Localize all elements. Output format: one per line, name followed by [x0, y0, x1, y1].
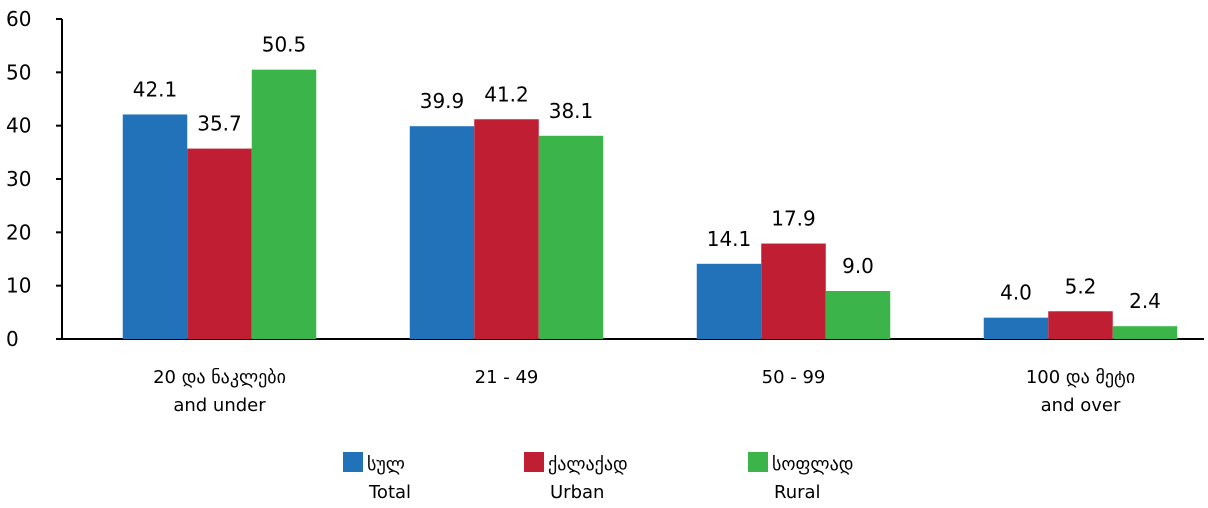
y-tick-label: 0 [6, 327, 19, 351]
bar [409, 126, 475, 339]
data-label: 2.4 [1129, 289, 1161, 313]
data-label: 35.7 [197, 112, 242, 136]
data-labels: 42.1 35.7 50.5 39.9 41.2 38.1 14.1 17.9 9.0 4.0 5.… [133, 33, 1161, 314]
data-label: 41.2 [484, 82, 529, 106]
data-label: 42.1 [133, 77, 178, 101]
bar [761, 243, 826, 339]
category-label: and under [173, 395, 266, 416]
y-axis: 0 10 20 30 40 50 60 [6, 7, 63, 351]
bar [825, 291, 891, 339]
legend-label: Total [368, 482, 411, 503]
bars [122, 69, 1178, 340]
y-tick-label: 50 [6, 60, 31, 84]
legend-swatch [524, 452, 544, 472]
category-label: and over [1041, 395, 1121, 416]
data-label: 39.9 [420, 89, 465, 113]
bar [696, 263, 762, 339]
bar [983, 317, 1049, 339]
category-label: 21 - 49 [475, 367, 539, 388]
legend-label: სულ [367, 454, 405, 475]
data-label: 17.9 [771, 207, 816, 231]
legend-label: Urban [550, 482, 604, 503]
bar [474, 119, 539, 340]
bar [1048, 311, 1113, 339]
data-label: 50.5 [262, 33, 307, 57]
category-label: 20 და ნაკლები [153, 367, 286, 388]
legend-swatch [748, 452, 768, 472]
data-label: 4.0 [1000, 281, 1032, 305]
y-tick-label: 30 [6, 167, 31, 191]
bar [1112, 326, 1178, 339]
category-labels: 20 და ნაკლები and under 21 - 49 50 - 99 100 … [153, 367, 1135, 416]
bar [187, 148, 252, 339]
data-label: 38.1 [549, 99, 594, 123]
bar [251, 69, 317, 340]
legend-swatch [343, 452, 363, 472]
y-tick-label: 20 [6, 220, 31, 244]
y-tick-label: 10 [6, 274, 31, 298]
legend-label: ქალაქად [548, 454, 628, 475]
legend: სულ Total ქალაქად Urban სოფლად Rural [343, 452, 853, 503]
data-label: 9.0 [842, 254, 874, 278]
legend-label: Rural [774, 482, 821, 503]
category-label: 50 - 99 [762, 367, 826, 388]
y-tick-label: 40 [6, 114, 31, 138]
legend-label: სოფლად [772, 454, 853, 475]
data-label: 5.2 [1065, 274, 1097, 298]
bar [538, 135, 604, 339]
y-tick-label: 60 [6, 7, 31, 31]
bar [122, 114, 188, 339]
category-label: 100 და მეტი [1026, 367, 1135, 388]
data-label: 14.1 [707, 227, 752, 251]
